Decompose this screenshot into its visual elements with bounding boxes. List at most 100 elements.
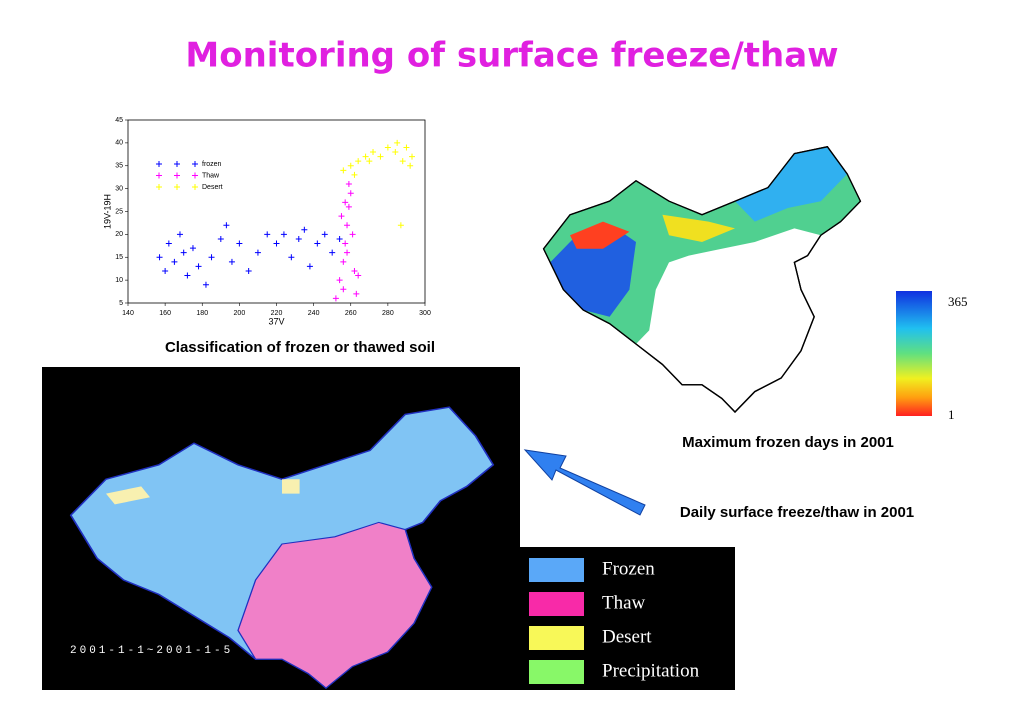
legend-marker xyxy=(192,161,198,167)
point xyxy=(301,226,308,233)
legend-label: frozen xyxy=(202,161,222,168)
frozen-map-caption: Maximum frozen days in 2001 xyxy=(682,434,894,451)
point xyxy=(338,213,345,220)
x-tick-label: 200 xyxy=(234,310,246,317)
point xyxy=(171,258,178,265)
point xyxy=(217,235,224,242)
point xyxy=(362,153,369,160)
legend-label: Thaw xyxy=(202,172,220,179)
point xyxy=(345,203,352,210)
y-tick-label: 45 xyxy=(115,117,123,124)
point xyxy=(321,231,328,238)
y-tick-label: 20 xyxy=(115,231,123,238)
point xyxy=(366,158,373,165)
legend-swatch xyxy=(529,558,584,582)
point xyxy=(223,222,230,229)
point xyxy=(342,199,349,206)
legend-label: Frozen xyxy=(602,558,655,579)
colorbar-min: 1 xyxy=(948,407,955,422)
legend-marker xyxy=(156,184,162,190)
point xyxy=(397,222,404,229)
legend-marker xyxy=(156,161,162,167)
point xyxy=(295,235,302,242)
point xyxy=(288,254,295,261)
point xyxy=(273,240,280,247)
x-tick-label: 280 xyxy=(382,310,394,317)
y-tick-label: 10 xyxy=(115,277,123,284)
legend-label: Desert xyxy=(202,184,223,191)
legend-marker xyxy=(192,184,198,190)
point xyxy=(329,249,336,256)
point xyxy=(344,249,351,256)
point xyxy=(399,158,406,165)
point xyxy=(189,245,196,252)
point xyxy=(340,286,347,293)
legend-marker xyxy=(156,172,162,179)
point xyxy=(306,263,313,270)
point xyxy=(403,144,410,151)
x-tick-label: 240 xyxy=(308,310,320,317)
point xyxy=(165,240,172,247)
legend-label: Thaw xyxy=(602,592,646,613)
slide-title: Monitoring of surface freeze/thaw xyxy=(185,36,838,76)
x-tick-label: 300 xyxy=(419,310,431,317)
point xyxy=(236,240,243,247)
plot-frame xyxy=(127,119,426,304)
point xyxy=(384,144,391,151)
point xyxy=(162,267,169,274)
point xyxy=(176,231,183,238)
point xyxy=(336,235,343,242)
point xyxy=(347,162,354,169)
legend-swatch xyxy=(529,626,584,650)
point xyxy=(280,231,287,238)
colorbar-max: 365 xyxy=(948,294,968,309)
point xyxy=(345,181,352,188)
point xyxy=(394,139,401,146)
arrow xyxy=(523,449,646,516)
y-tick-label: 35 xyxy=(115,163,123,170)
point xyxy=(392,149,399,156)
legend-swatch xyxy=(529,660,584,684)
point xyxy=(208,254,215,261)
legend-marker xyxy=(192,172,198,179)
point xyxy=(156,254,163,261)
daily-map-caption: Daily surface freeze/thaw in 2001 xyxy=(680,504,914,521)
x-tick-label: 220 xyxy=(271,310,283,317)
y-axis-label: 19V-19H xyxy=(102,194,112,229)
point xyxy=(349,231,356,238)
x-tick-label: 180 xyxy=(196,310,208,317)
point xyxy=(195,263,202,270)
x-tick-label: 140 xyxy=(122,310,134,317)
x-tick-label: 260 xyxy=(345,310,357,317)
scatter-plot: 140 160 180 200 220 240 260 280 300 5 10 15 20 25 30 35… xyxy=(102,117,431,327)
point xyxy=(342,240,349,247)
legend-label: Precipitation xyxy=(602,660,700,681)
x-tick-label: 160 xyxy=(159,310,171,317)
legend-swatch xyxy=(529,592,584,616)
point xyxy=(407,162,414,169)
y-tick-label: 40 xyxy=(115,140,123,147)
point xyxy=(409,153,416,160)
daily-map: 2001-1-1~2001-1-5 Frozen Thaw Desert Precip… xyxy=(42,367,735,690)
point xyxy=(314,240,321,247)
point xyxy=(353,290,360,297)
frozen-days-map: 365 1 xyxy=(541,145,968,422)
x-axis-label: 37V xyxy=(268,316,284,326)
point xyxy=(377,153,384,160)
scatter-caption: Classification of frozen or thawed soil xyxy=(165,339,435,356)
point xyxy=(344,222,351,229)
point xyxy=(347,190,354,197)
legend-marker xyxy=(174,172,180,179)
point xyxy=(355,158,362,165)
point xyxy=(370,149,377,156)
point xyxy=(228,258,235,265)
point xyxy=(355,272,362,279)
point xyxy=(245,267,252,274)
y-tick-label: 5 xyxy=(119,300,123,307)
colorbar xyxy=(896,291,932,416)
point xyxy=(332,295,339,302)
point xyxy=(184,272,191,279)
y-tick-label: 15 xyxy=(115,254,123,261)
point xyxy=(336,277,343,284)
